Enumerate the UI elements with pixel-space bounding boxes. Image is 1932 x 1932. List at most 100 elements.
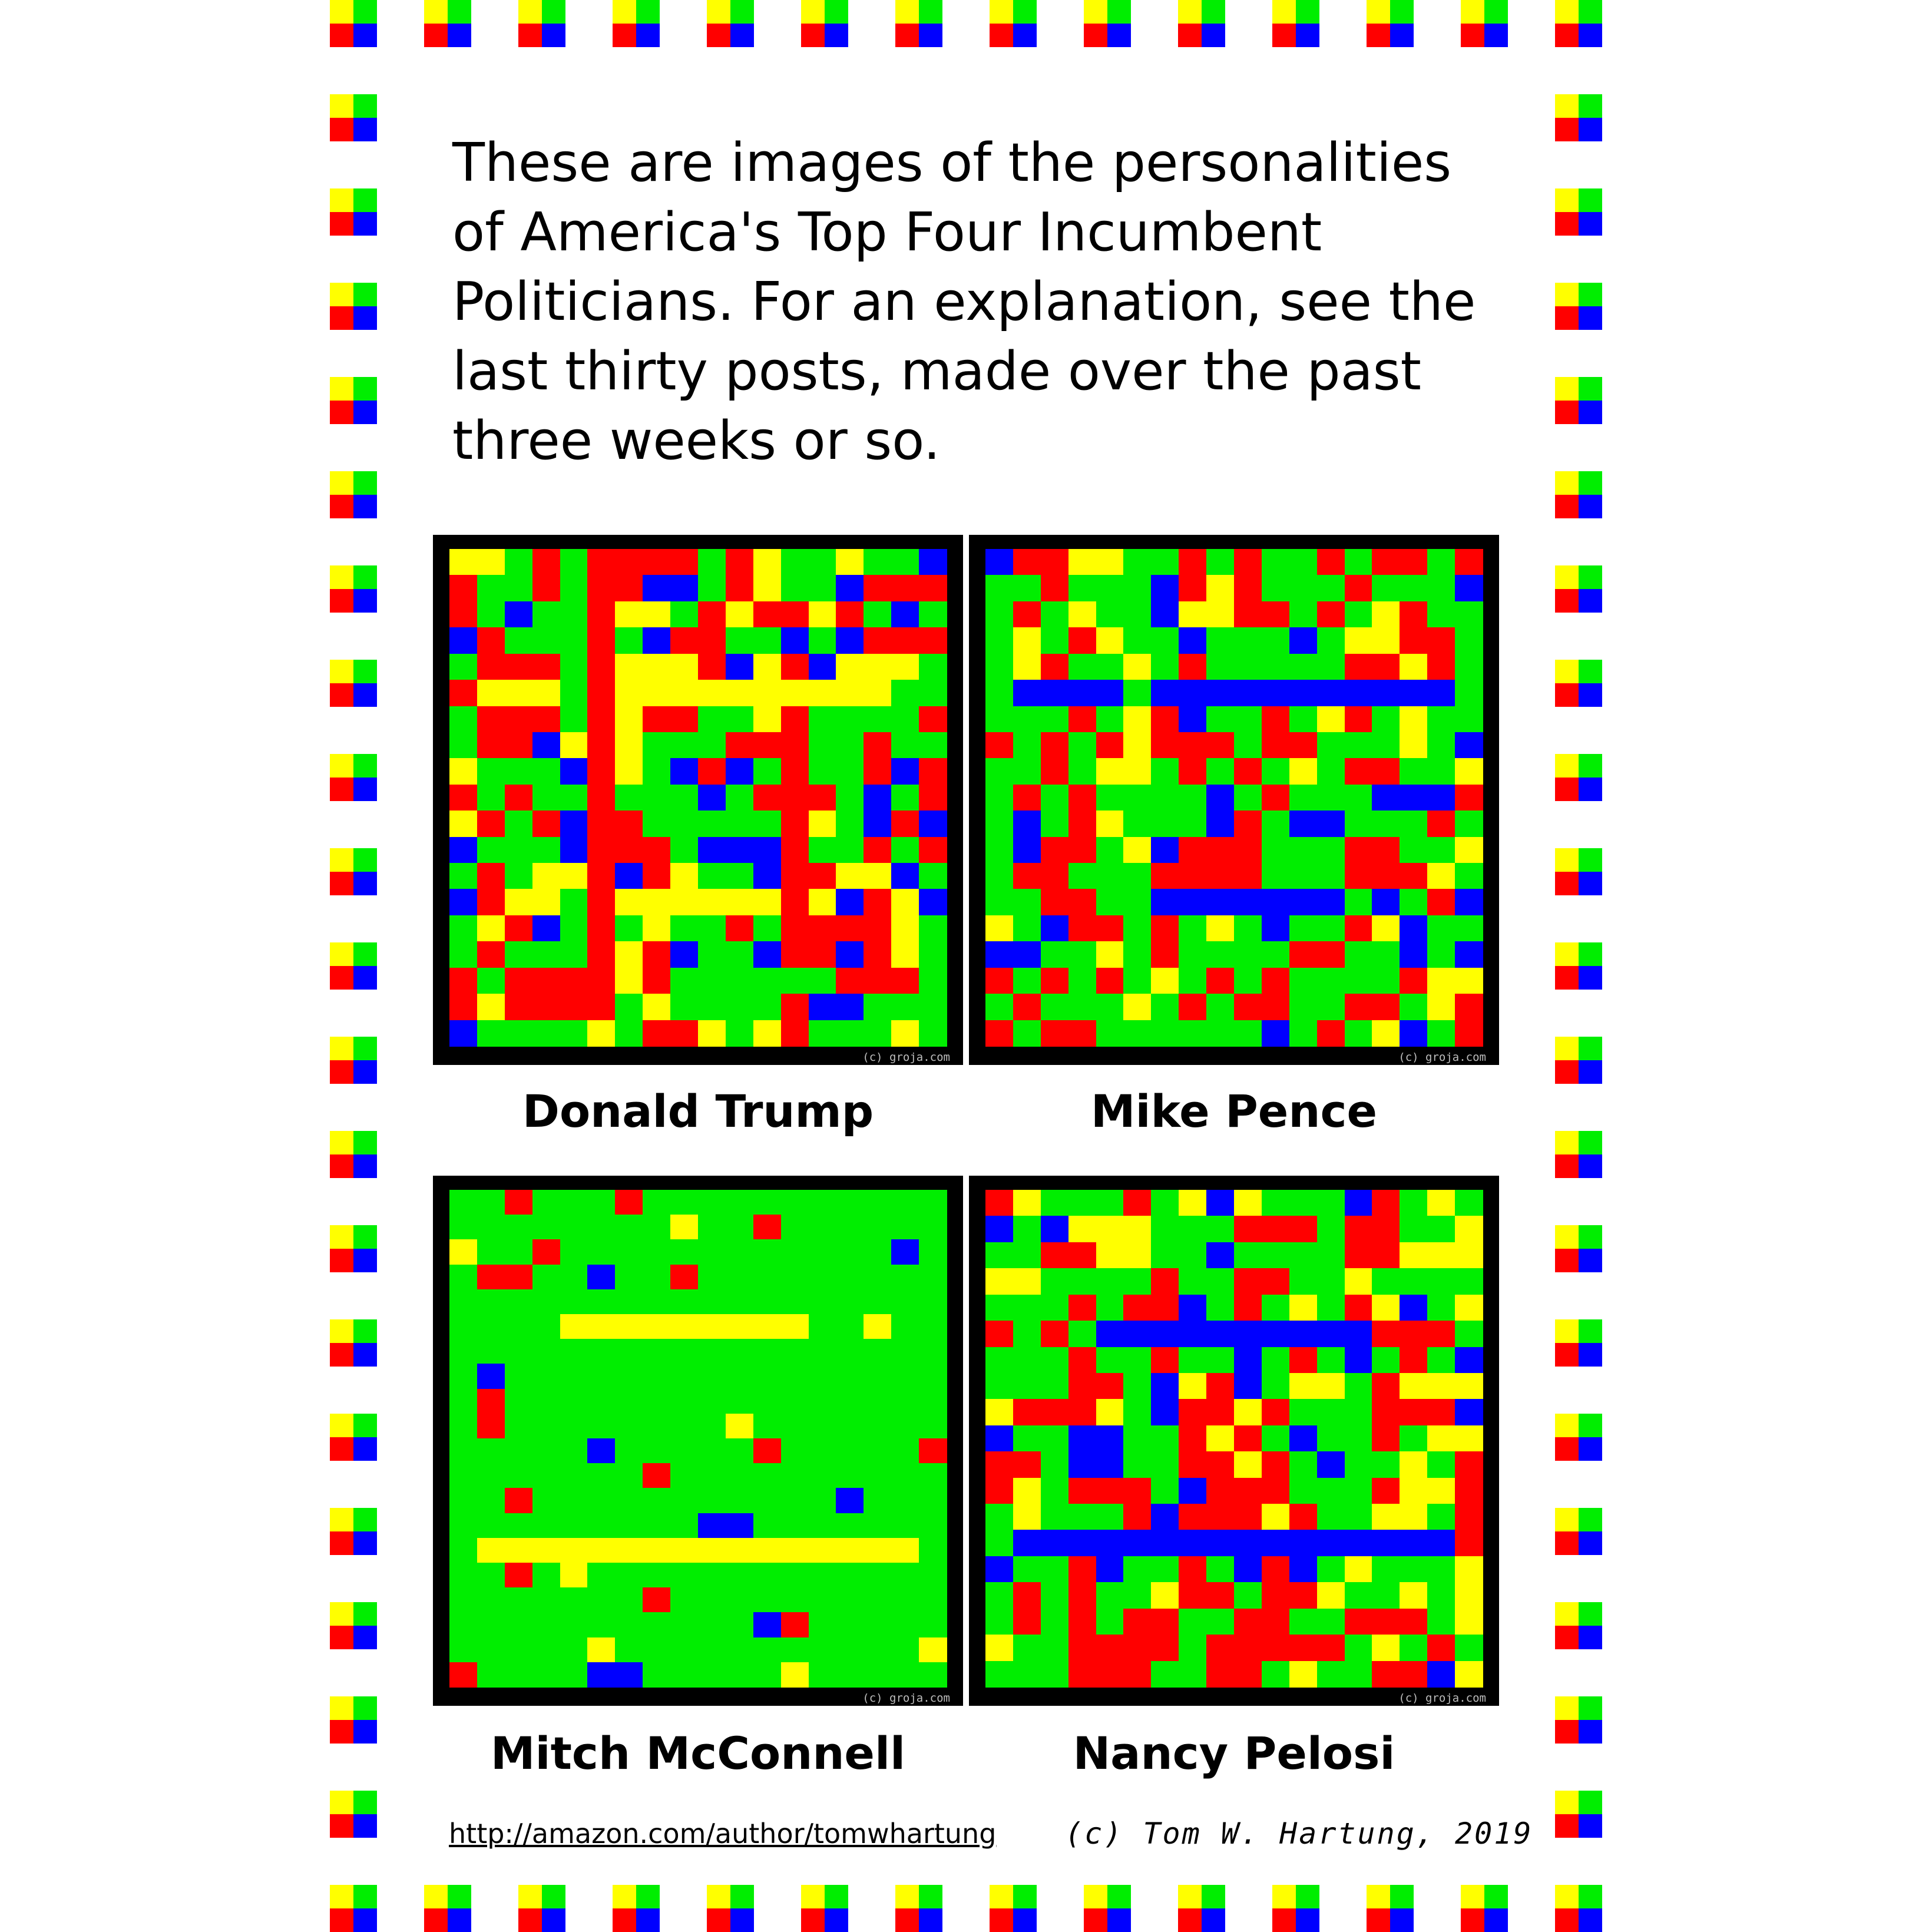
grid-cell xyxy=(753,1513,782,1539)
grid-cell xyxy=(504,706,533,733)
grid-cell xyxy=(560,732,588,759)
grid-cell xyxy=(780,1239,809,1265)
grid-cell xyxy=(1123,680,1152,707)
grid-cell xyxy=(1372,836,1400,864)
grid-cell xyxy=(725,1215,754,1240)
grid-cell xyxy=(698,1289,726,1315)
grid-cell xyxy=(1316,836,1345,864)
grid-cell xyxy=(698,1438,726,1464)
grid-cell xyxy=(891,1289,919,1315)
grid-cell xyxy=(449,1537,478,1563)
grid-cell xyxy=(1013,601,1041,628)
border-tile xyxy=(1555,1131,1602,1178)
grid-cell xyxy=(560,1020,588,1047)
grid-cell xyxy=(1179,1660,1207,1688)
grid-cell xyxy=(808,941,837,968)
grid-cell xyxy=(864,1438,892,1464)
grid-cell xyxy=(753,784,782,811)
grid-cell xyxy=(1316,1425,1345,1452)
grid-cell xyxy=(560,1563,588,1588)
grid-cell xyxy=(891,627,919,654)
grid-cell xyxy=(919,1020,947,1047)
grid-cell xyxy=(1344,575,1373,602)
grid-cell xyxy=(1427,1451,1455,1478)
grid-cell xyxy=(643,994,671,1021)
grid-cell xyxy=(560,1637,588,1663)
grid-cell xyxy=(1344,994,1373,1021)
grid-cell xyxy=(1372,1372,1400,1400)
grid-cell xyxy=(1013,1660,1041,1688)
grid-cell xyxy=(1372,706,1400,733)
grid-cell xyxy=(836,1537,864,1563)
grid-cell xyxy=(985,549,1014,576)
grid-cell xyxy=(698,1020,726,1047)
grid-cell xyxy=(1372,758,1400,785)
grid-cell xyxy=(449,732,478,759)
grid-cell xyxy=(1289,1294,1318,1321)
grid-cell xyxy=(1261,1372,1290,1400)
grid-cell xyxy=(1316,706,1345,733)
grid-cell xyxy=(560,810,588,838)
grid-cell xyxy=(1400,1372,1428,1400)
author-link[interactable]: http://amazon.com/author/tomwhartung xyxy=(449,1818,997,1850)
grid-cell xyxy=(1316,1504,1345,1531)
grid-cell xyxy=(698,1563,726,1588)
grid-cell xyxy=(1455,1190,1483,1217)
grid-cell xyxy=(615,680,643,707)
grid-cell xyxy=(532,1413,561,1439)
grid-cell xyxy=(725,1413,754,1439)
grid-cell xyxy=(477,1438,505,1464)
grid-cell xyxy=(1289,967,1318,994)
grid-cell xyxy=(985,810,1014,838)
grid-cell xyxy=(753,680,782,707)
grid-cell xyxy=(725,575,754,602)
grid-cell xyxy=(698,784,726,811)
grid-cell xyxy=(1455,758,1483,785)
grid-cell xyxy=(753,915,782,942)
grid-cell xyxy=(1261,575,1290,602)
grid-cell xyxy=(753,1388,782,1414)
grid-cell xyxy=(891,1438,919,1464)
grid-cell xyxy=(560,994,588,1021)
grid-cell xyxy=(780,706,809,733)
grid-cell xyxy=(1427,1268,1455,1295)
grid-cell xyxy=(1013,1608,1041,1635)
grid-cell xyxy=(864,1388,892,1414)
grid-cell xyxy=(1234,1399,1262,1426)
grid-cell xyxy=(698,575,726,602)
grid-cell xyxy=(725,680,754,707)
grid-cell xyxy=(1316,810,1345,838)
grid-cell xyxy=(725,758,754,785)
border-tile xyxy=(1461,0,1508,47)
grid-cell xyxy=(1151,994,1179,1021)
grid-cell xyxy=(864,1314,892,1339)
grid-cell xyxy=(919,549,947,576)
grid-cell xyxy=(1151,1372,1179,1400)
grid-cell xyxy=(1068,1347,1097,1374)
grid-cell xyxy=(1151,1660,1179,1688)
grid-cell xyxy=(1289,784,1318,811)
personality-grid xyxy=(985,1190,1483,1688)
border-tile xyxy=(330,1791,377,1838)
grid-cell xyxy=(725,810,754,838)
grid-cell xyxy=(1151,941,1179,968)
border-tile xyxy=(330,1131,377,1178)
grid-cell xyxy=(985,680,1014,707)
border-tile xyxy=(1084,1885,1131,1932)
grid-cell xyxy=(1316,1477,1345,1504)
grid-cell xyxy=(587,915,616,942)
grid-cell xyxy=(1289,1608,1318,1635)
grid-cell xyxy=(587,627,616,654)
grid-cell xyxy=(670,575,699,602)
grid-cell xyxy=(1289,1530,1318,1557)
grid-cell xyxy=(725,1612,754,1638)
grid-cell xyxy=(1316,680,1345,707)
grid-cell xyxy=(670,1020,699,1047)
grid-cell xyxy=(1344,732,1373,759)
grid-cell xyxy=(1013,1242,1041,1269)
grid-cell xyxy=(1427,863,1455,890)
grid-cell xyxy=(1400,653,1428,680)
grid-cell xyxy=(560,784,588,811)
grid-cell xyxy=(836,732,864,759)
grid-cell xyxy=(1372,810,1400,838)
